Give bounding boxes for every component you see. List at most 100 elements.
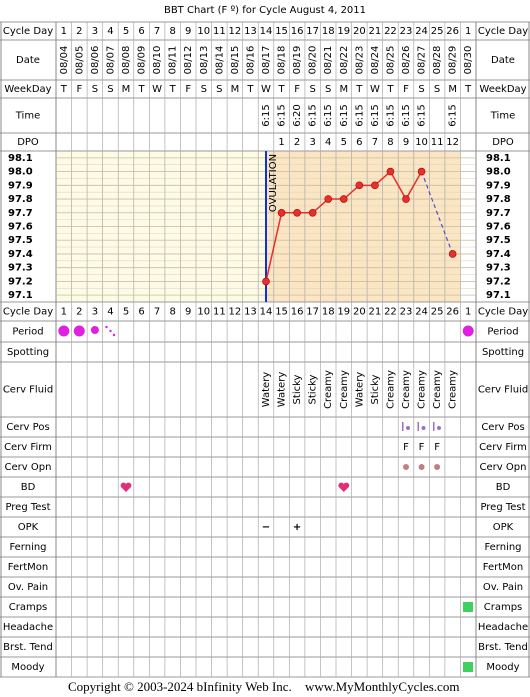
weekdays-cell: S xyxy=(309,84,315,95)
cycle-days-cell: 12 xyxy=(229,26,242,37)
cycle-days-cell: 6 xyxy=(138,26,144,37)
dates-cell: 08/08 xyxy=(121,46,132,75)
cervical-fluid-cell: Watery xyxy=(354,372,365,408)
y-tick-label: 97.4 xyxy=(8,249,33,260)
cervical-fluid-cell: Creamy xyxy=(432,370,443,409)
cycle-days-cell: 13 xyxy=(244,307,257,318)
icons xyxy=(58,325,474,672)
temperature-point xyxy=(448,250,457,258)
dates-cell: 08/13 xyxy=(199,46,210,75)
y-tick-label: 98.1 xyxy=(486,153,511,164)
row-label: Ov. Pain xyxy=(8,582,48,593)
dates-cell: 08/29 xyxy=(448,46,459,75)
dates-cell: 08/07 xyxy=(105,46,116,75)
y-tick-label: 97.5 xyxy=(486,235,511,246)
y-tick-label: 97.9 xyxy=(8,180,33,191)
cycle-days-cell: 17 xyxy=(306,307,319,318)
y-tick-label: 97.3 xyxy=(486,263,511,274)
dates-cell: 08/12 xyxy=(183,46,194,75)
cycle-days-cell: 22 xyxy=(384,307,397,318)
weekdays-cell: M xyxy=(339,84,348,95)
times-cell: 6:15 xyxy=(261,104,272,126)
y-tick-label: 97.1 xyxy=(8,290,33,301)
cycle-days-cell: 3 xyxy=(92,307,98,318)
opk-cell: − xyxy=(262,522,270,533)
y-tick-label: 97.4 xyxy=(486,249,511,260)
dates-cell: 08/21 xyxy=(323,46,334,75)
site-url: www.MyMonthlyCycles.com xyxy=(305,679,459,694)
y-tick-label: 98.0 xyxy=(486,167,511,178)
row-label: BD xyxy=(496,482,511,493)
temperature-point xyxy=(293,208,301,217)
weekdays-cell: T xyxy=(138,84,146,95)
y-tick-label: 97.8 xyxy=(486,194,511,205)
dates-cell: 08/17 xyxy=(261,46,272,75)
row-label: WeekDay xyxy=(479,84,526,95)
row-label: Cerv Fluid xyxy=(3,385,53,396)
dates-cell: 08/28 xyxy=(432,46,443,75)
cycle-days-cell: 9 xyxy=(185,307,191,318)
weekdays-cell: W xyxy=(152,84,162,95)
dates-cell: 08/26 xyxy=(401,46,412,75)
weekdays-cell: M xyxy=(231,84,240,95)
row-label: Cerv Firm xyxy=(4,442,52,453)
dpo-cell: 2 xyxy=(294,137,300,148)
dpo-cell: 10 xyxy=(415,137,428,148)
temperature-point xyxy=(355,181,364,190)
period-heavy xyxy=(73,325,85,337)
cycle-days-cell: 1 xyxy=(465,307,471,318)
cycle-days-cell: 13 xyxy=(244,26,257,37)
weekdays-cell: T xyxy=(169,84,177,95)
weekdays-cell: T xyxy=(386,84,394,95)
y-tick-label: 97.6 xyxy=(8,222,33,233)
y-tick-label: 97.9 xyxy=(486,180,511,191)
cycle-days-cell: 6 xyxy=(138,307,144,318)
row-label: Cramps xyxy=(9,602,48,613)
temperature-point xyxy=(402,195,410,203)
cycle-days-cell: 17 xyxy=(306,26,319,37)
weekdays-cell: F xyxy=(403,84,409,95)
dates-cell: 08/14 xyxy=(214,46,225,75)
weekdays-cell: S xyxy=(92,84,98,95)
row-label: Ferning xyxy=(484,542,521,553)
cerv-opn-icons xyxy=(403,464,441,470)
times-cell: 6:15 xyxy=(277,104,288,126)
bd-heart xyxy=(120,482,132,492)
cycle-days-cell: 26 xyxy=(446,26,459,37)
cycle-days-cell: 2 xyxy=(76,307,82,318)
cycle-days-cell: 11 xyxy=(213,26,226,37)
dpo-cell: 11 xyxy=(431,137,444,148)
cycle-days-cell: 14 xyxy=(260,307,273,318)
row-label: Brst. Tend xyxy=(478,642,528,653)
cervical-fluid-cell: Creamy xyxy=(417,370,428,409)
row-label: FertMon xyxy=(483,562,523,573)
row-label: Brst. Tend xyxy=(3,642,53,653)
dates-cell: 08/20 xyxy=(308,46,319,75)
cycle-days-cell: 8 xyxy=(169,26,175,37)
dates-cell: 08/04 xyxy=(59,46,70,75)
y-tick-label: 97.5 xyxy=(8,235,33,246)
dates-cell: 08/24 xyxy=(370,46,381,75)
y-tick-label: 97.2 xyxy=(486,276,511,287)
weekdays-cell: S xyxy=(201,84,207,95)
plot: OVULATION xyxy=(262,151,457,302)
cramps-icon xyxy=(463,602,473,612)
times-cell: 6:15 xyxy=(339,104,350,126)
temperature-point xyxy=(339,195,348,203)
cycle-days-cell: 20 xyxy=(353,26,366,37)
row-label: Headache xyxy=(3,622,53,633)
weekdays-cell: S xyxy=(434,84,440,95)
dates-cell: 08/11 xyxy=(168,46,179,75)
row-label: Cycle Day xyxy=(478,26,528,37)
row-label: Ferning xyxy=(9,542,46,553)
cycle-days-cell: 10 xyxy=(197,26,210,37)
times-cell: 6:15 xyxy=(385,104,396,126)
row-label: Headache xyxy=(478,622,528,633)
cycle-days-cell: 25 xyxy=(431,307,444,318)
cycle-days-cell: 7 xyxy=(154,26,160,37)
cervical-firmness-cell: F xyxy=(419,442,425,453)
row-label: Cerv Fluid xyxy=(478,385,528,396)
weekdays-cell: F xyxy=(185,84,191,95)
